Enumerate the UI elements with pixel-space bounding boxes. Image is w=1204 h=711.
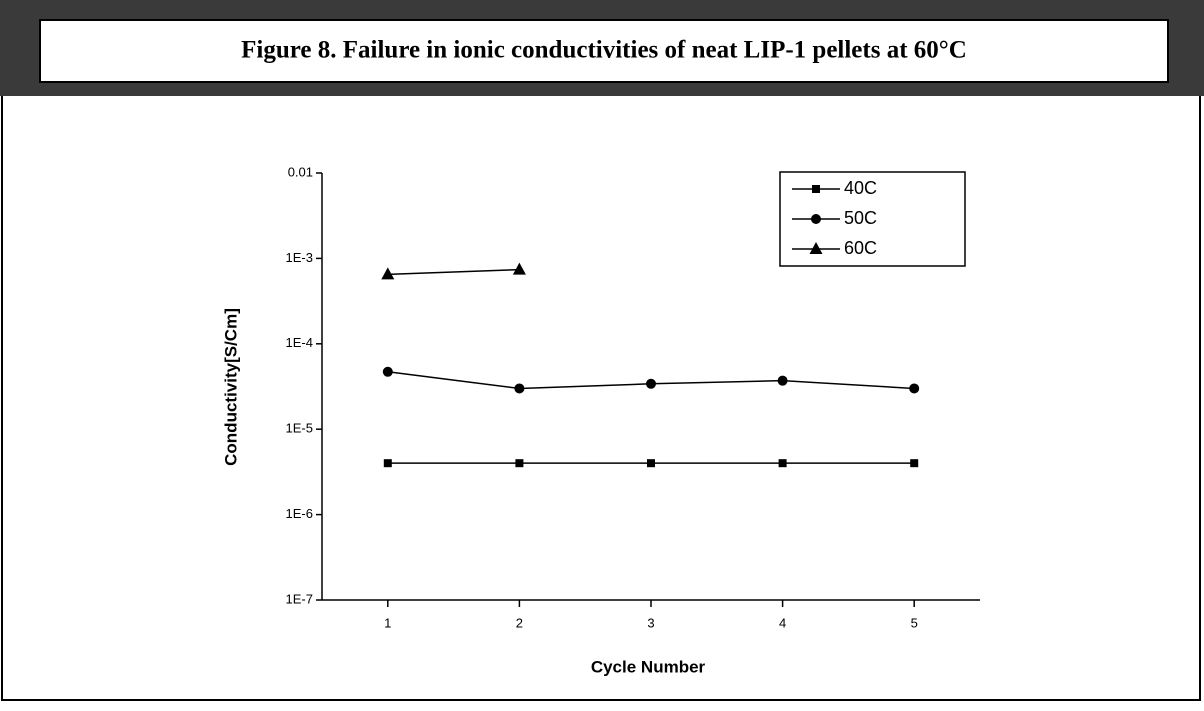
chart-title: Figure 8. Failure in ionic conductivitie…: [241, 37, 967, 64]
y-tick-label: 1E-7: [286, 591, 313, 606]
marker: [383, 459, 392, 468]
marker: [512, 262, 526, 275]
legend-label: 50C: [844, 208, 877, 228]
x-tick-label: 5: [911, 615, 918, 630]
x-tick-label: 2: [516, 615, 523, 630]
marker: [382, 366, 393, 377]
y-tick-label: 1E-4: [286, 335, 313, 350]
legend-marker: [812, 185, 820, 193]
title-box: [39, 19, 1169, 83]
y-axis-label: Conductivity[S/Cm]: [221, 308, 240, 466]
marker: [514, 383, 525, 394]
legend-label: 60C: [844, 238, 877, 258]
y-tick-label: 0.01: [288, 164, 313, 179]
x-tick-label: 4: [779, 615, 786, 630]
marker: [646, 378, 656, 389]
x-axis-label: Cycle Number: [591, 657, 706, 676]
x-tick-label: 3: [647, 615, 654, 630]
marker: [515, 459, 524, 468]
marker: [909, 383, 920, 394]
marker: [777, 375, 788, 386]
marker: [381, 267, 395, 280]
legend-marker: [809, 242, 823, 254]
legend-label: 40C: [844, 178, 877, 198]
y-tick-label: 1E-5: [286, 421, 313, 436]
legend-marker: [811, 214, 821, 224]
marker: [778, 459, 787, 468]
marker: [910, 459, 919, 468]
marker: [647, 459, 655, 468]
y-tick-label: 1E-6: [286, 506, 313, 521]
series-line: [387, 268, 520, 276]
x-tick-label: 1: [384, 615, 391, 630]
frame: [1, 96, 1201, 701]
y-tick-label: 1E-3: [286, 250, 313, 265]
